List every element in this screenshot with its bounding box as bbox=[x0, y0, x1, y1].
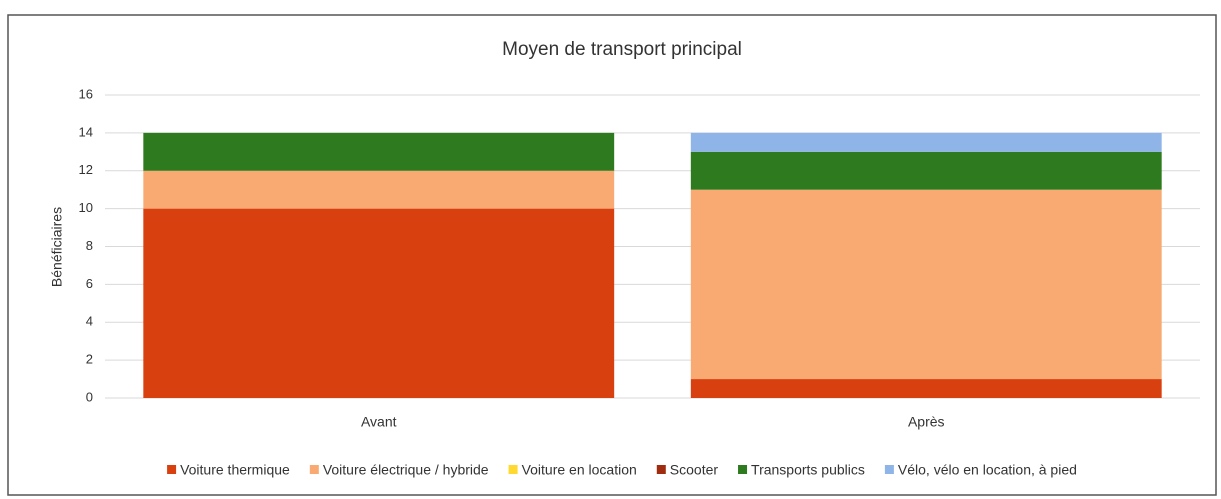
bar-segment bbox=[143, 170, 615, 209]
bar-segment bbox=[143, 132, 615, 171]
bar-segment bbox=[690, 132, 1162, 152]
y-axis-label: Bénéficiaires bbox=[49, 207, 65, 287]
bar-segment bbox=[690, 151, 1162, 190]
legend-swatch bbox=[738, 465, 748, 474]
y-tick-label: 16 bbox=[79, 86, 93, 101]
legend-label: Vélo, vélo en location, à pied bbox=[898, 462, 1077, 478]
y-tick-label: 8 bbox=[86, 238, 93, 253]
legend-label: Voiture thermique bbox=[180, 462, 290, 478]
legend-swatch bbox=[167, 465, 177, 474]
legend-label: Scooter bbox=[670, 462, 719, 478]
legend-label: Voiture électrique / hybride bbox=[323, 462, 489, 478]
y-tick-label: 10 bbox=[79, 200, 93, 215]
x-tick-label: Après bbox=[908, 414, 945, 430]
y-tick-label: 6 bbox=[86, 276, 93, 291]
y-tick-label: 14 bbox=[79, 124, 93, 139]
y-tick-label: 2 bbox=[86, 352, 93, 367]
y-tick-label: 0 bbox=[86, 389, 93, 404]
bar-segment bbox=[690, 189, 1162, 380]
chart-title: Moyen de transport principal bbox=[502, 39, 742, 60]
y-tick-label: 4 bbox=[86, 314, 93, 329]
y-tick-label: 12 bbox=[79, 162, 93, 177]
legend-swatch bbox=[508, 465, 518, 474]
legend-swatch bbox=[656, 465, 666, 474]
bar-segment bbox=[690, 379, 1162, 398]
legend-swatch bbox=[884, 465, 894, 474]
bar-segment bbox=[143, 208, 615, 398]
legend-label: Voiture en location bbox=[522, 462, 637, 478]
x-tick-label: Avant bbox=[361, 414, 397, 430]
legend-swatch bbox=[309, 465, 319, 474]
legend-label: Transports publics bbox=[751, 462, 865, 478]
